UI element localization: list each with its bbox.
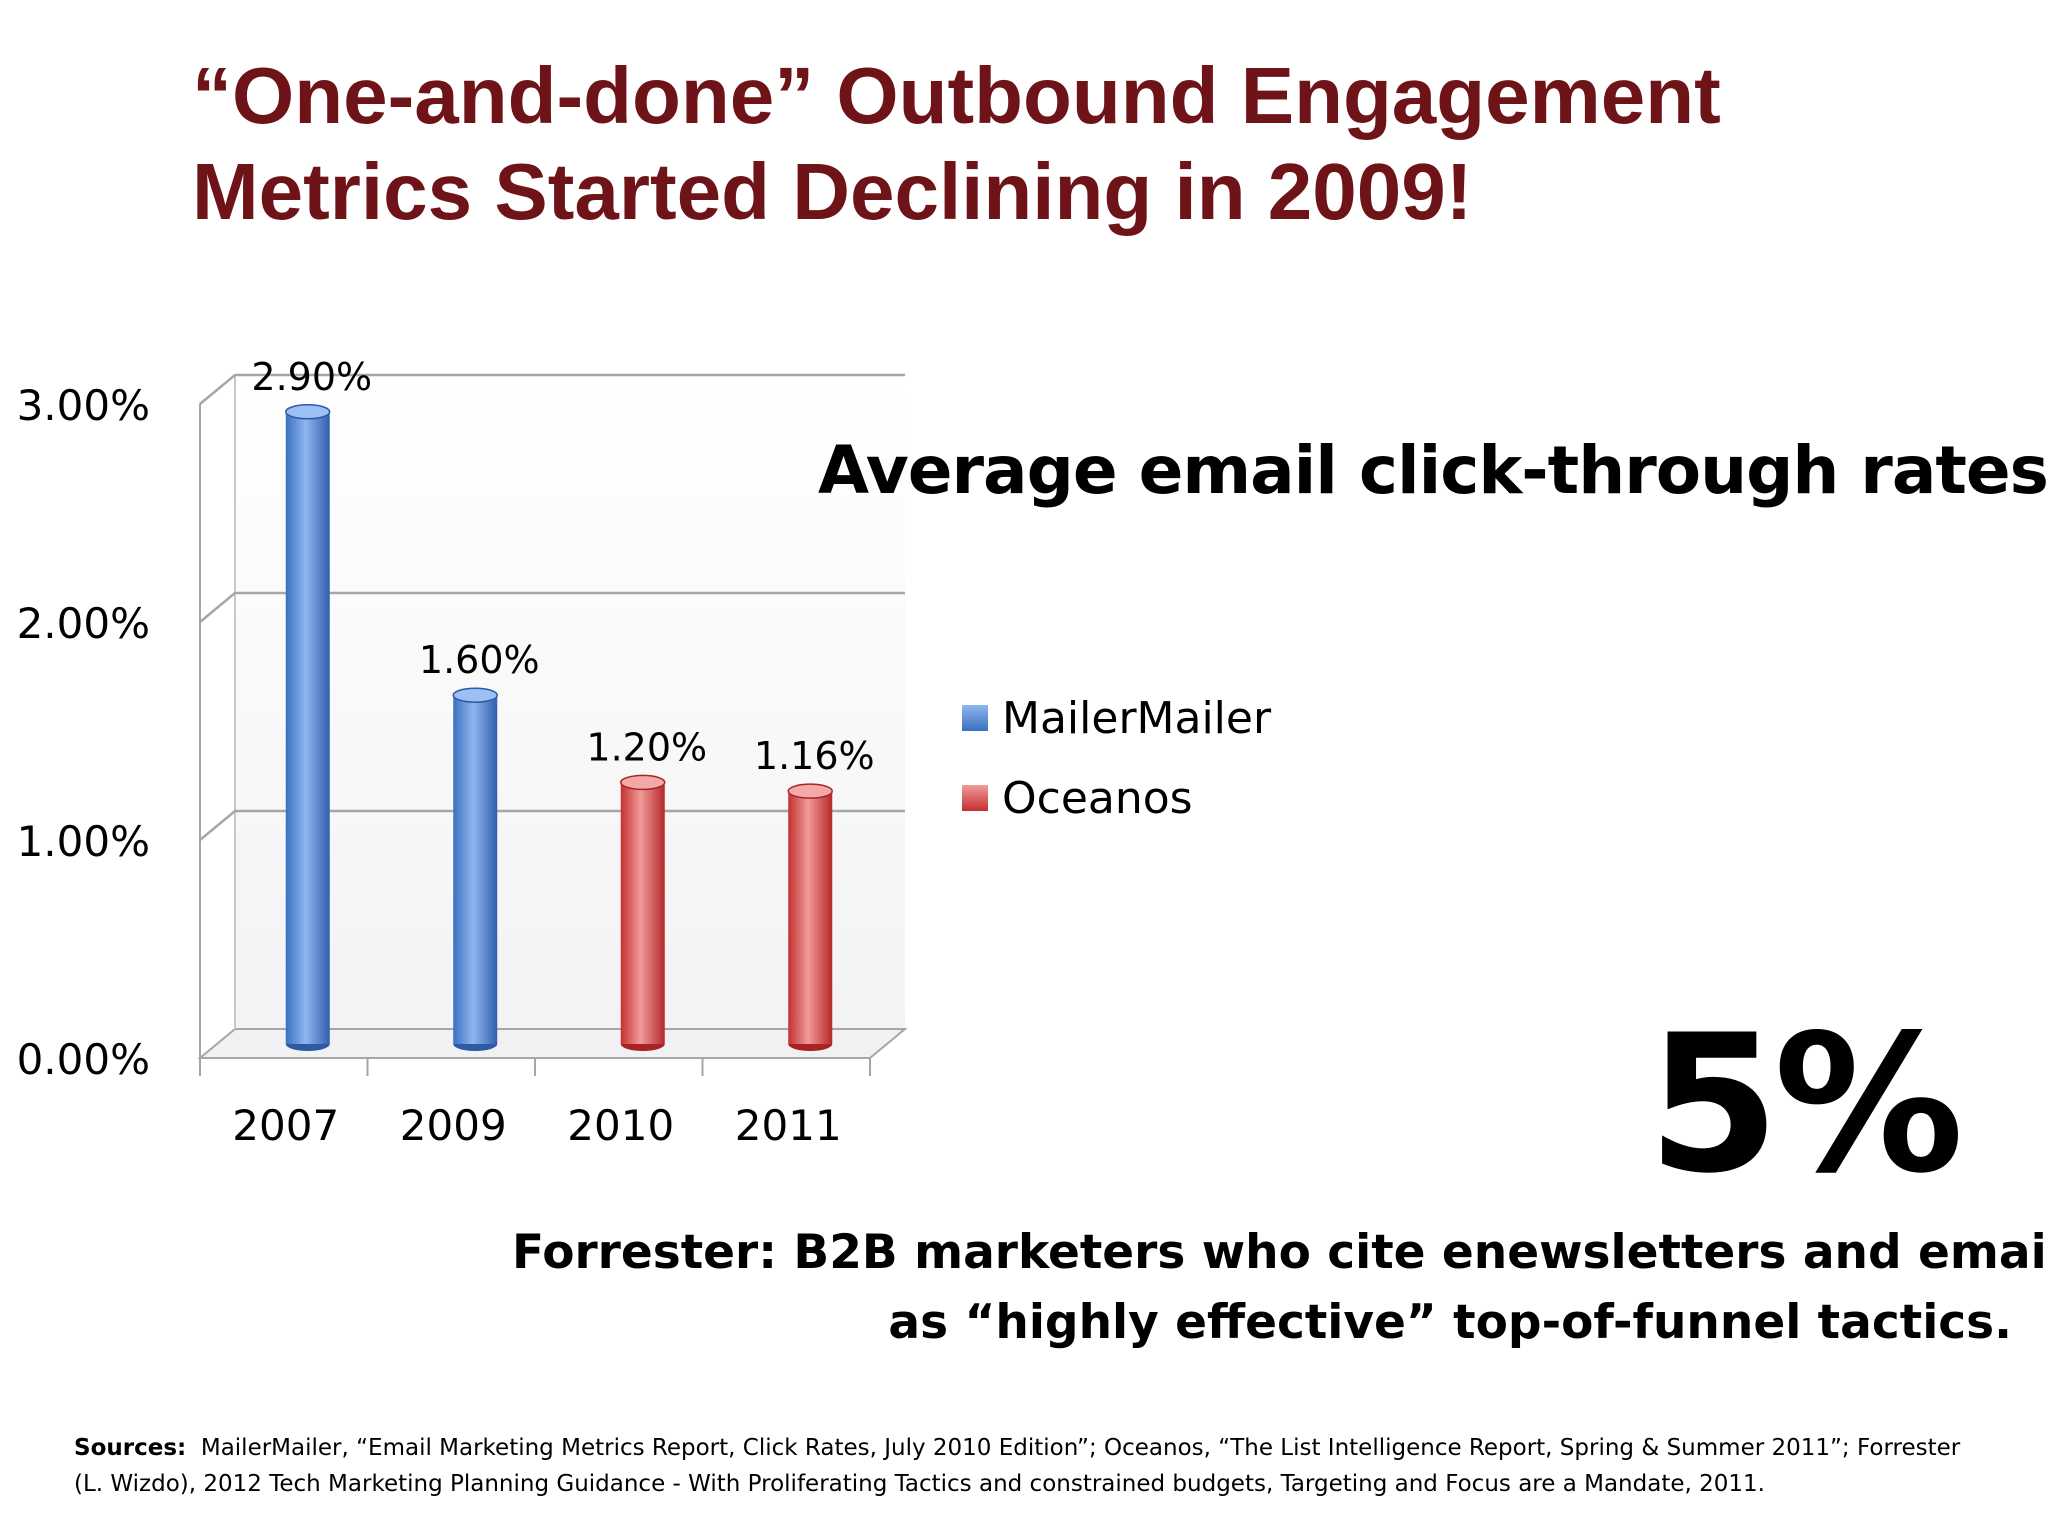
gridline [199,373,905,405]
sources-line1: Sources: MailerMailer, “Email Marketing … [74,1430,2014,1466]
chart-floor [197,1028,908,1059]
bar-2010 [620,774,666,1051]
slide-title-line2: Metrics Started Declining in 2009! [192,147,1473,236]
bar-2007 [285,404,331,1051]
y-tick-label: 3.00% [17,381,150,430]
big-stat: 5% [1647,994,1964,1215]
bar-body [788,791,833,1044]
gridline [199,591,905,623]
chart-legend: MailerMailer Oceanos [962,678,1271,838]
bar-top [787,783,833,799]
sources-line2: (L. Wizdo), 2012 Tech Marketing Planning… [74,1471,1765,1497]
data-label-2009: 1.60% [419,638,540,682]
legend-label-mailermailer: MailerMailer [1002,692,1272,744]
x-tick-label-2009: 2009 [400,1101,507,1150]
bar-body [620,782,665,1044]
chart-text: 0.00% 1.00% 2.00% 3.00% 2.90% 2007 1.60% 2009 1.… [17,355,875,1150]
bar-body [285,411,330,1044]
x-tick-label-2010: 2010 [567,1101,674,1150]
bar-top [620,774,666,791]
legend-swatch-mailermailer [962,705,988,731]
chart-title: Average email click-through rates [818,432,2048,509]
data-label-2010: 1.20% [586,725,707,769]
sources-label: Sources: [74,1435,187,1461]
y-tick-label: 2.00% [17,599,150,648]
legend-label-oceanos: Oceanos [1002,772,1193,824]
slide-title-line1: “One-and-done” Outbound Engagement [192,51,1721,140]
bar-body [453,695,498,1044]
data-label-2011: 1.16% [754,734,875,778]
bar-2009 [452,687,498,1051]
sources-footnote: Sources: MailerMailer, “Email Marketing … [74,1430,2014,1502]
bar-top [285,404,331,420]
stat-caption: Forrester: B2B marketers who cite enewsl… [512,1218,2048,1358]
x-tick-label-2011: 2011 [735,1101,842,1150]
legend-swatch-oceanos [962,785,988,811]
legend-item-mailermailer: MailerMailer [962,678,1271,758]
stat-caption-line1: Forrester: B2B marketers who cite enewsl… [512,1225,2048,1280]
slide-title: “One-and-done” Outbound Engagement Metri… [192,48,1992,240]
bar-chart: 0.00% 1.00% 2.00% 3.00% 2.90% 2007 1.60% 2009 1.… [17,355,908,1150]
legend-item-oceanos: Oceanos [962,758,1271,838]
x-tick-label-2007: 2007 [232,1101,339,1150]
bar-top [452,687,498,703]
bar-2011 [787,783,833,1051]
stat-caption-line2: as “highly effective” top-of-funnel tact… [888,1295,2012,1350]
y-tick-label: 0.00% [17,1035,150,1084]
sources-text1: MailerMailer, “Email Marketing Metrics R… [200,1435,1961,1461]
chart-bars [285,404,833,1051]
chart-grid [197,373,908,1076]
y-tick-label: 1.00% [17,817,150,866]
gridline [199,809,905,841]
data-label-2007: 2.90% [251,355,372,399]
